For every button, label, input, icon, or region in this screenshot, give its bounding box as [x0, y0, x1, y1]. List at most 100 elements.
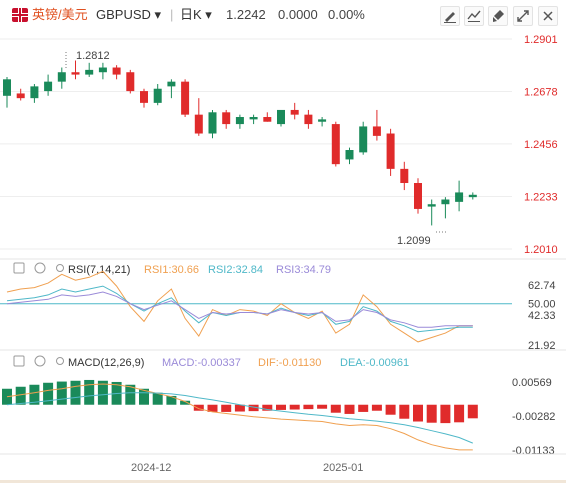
dif-value: DIF:-0.01130	[258, 357, 321, 369]
rsi1-value: RSI1:30.66	[144, 264, 199, 276]
candle	[71, 60, 80, 80]
macd-bar	[330, 404, 341, 413]
candle-body	[57, 72, 66, 82]
last-price: 1.2242	[226, 7, 266, 22]
macd-bar	[193, 404, 204, 411]
candle-body	[3, 79, 11, 96]
candle-body	[181, 81, 190, 115]
candle-body	[44, 81, 53, 92]
macd-bar	[399, 404, 410, 419]
candle	[16, 88, 25, 101]
macd-bar	[166, 395, 177, 405]
macd-bar	[440, 404, 451, 424]
chevron-down-icon: ▾	[154, 7, 162, 22]
candle	[249, 114, 258, 125]
eye-icon[interactable]	[56, 264, 64, 272]
high-label: 1.2812	[76, 50, 110, 62]
price-tick-label: 1.2456	[524, 139, 558, 151]
price-tick-label: 1.2010	[524, 244, 558, 256]
macd-axis: 0.00569 -0.00282 -0.01133	[512, 377, 555, 457]
price-change-pct: 0.00%	[328, 7, 365, 22]
price-axis: 1.2901 1.2678 1.2456 1.2233 1.2010	[524, 34, 558, 256]
pair-name[interactable]: 英镑/美元	[32, 7, 88, 22]
candle-body	[386, 133, 395, 169]
price-tick-label: 1.2233	[524, 191, 558, 203]
collapse-icon[interactable]	[13, 355, 25, 367]
candle-body	[16, 93, 25, 99]
candle	[98, 62, 107, 80]
dea-line	[6, 392, 473, 444]
rsi-tick-label: 42.33	[528, 310, 556, 322]
symbol-label: GBPUSD	[96, 7, 151, 22]
close-icon	[543, 11, 553, 21]
candle-body	[414, 183, 422, 209]
macd-bar	[56, 381, 67, 405]
rsi2-value: RSI2:32.84	[208, 264, 263, 276]
macd-bar	[413, 404, 423, 422]
candle	[263, 112, 272, 122]
candle-body	[318, 119, 327, 122]
price-tick-label: 1.2901	[524, 34, 558, 46]
candle-body	[126, 72, 135, 92]
symbol-selector[interactable]: GBPUSD ▾	[96, 7, 161, 23]
candle-body	[222, 112, 231, 125]
price-tick-label: 1.2678	[524, 87, 558, 99]
macd-bar	[234, 404, 245, 412]
gear-icon[interactable]	[34, 262, 46, 274]
macd-bar	[97, 380, 108, 405]
indicator-button[interactable]	[464, 6, 484, 26]
macd-lines	[6, 383, 473, 451]
macd-bar	[70, 380, 81, 405]
candle	[345, 147, 354, 165]
rsi1-line	[6, 270, 473, 343]
candle-body	[277, 109, 285, 125]
candle	[386, 128, 395, 176]
candle	[194, 98, 203, 136]
candle-body	[30, 86, 39, 99]
close-button[interactable]	[538, 6, 558, 26]
macd-bar	[289, 404, 300, 410]
eye-icon[interactable]	[56, 357, 64, 365]
style-button[interactable]	[488, 6, 508, 26]
price-panel: 1.2901 1.2678 1.2456 1.2233 1.2010 1.2812 1.…	[0, 34, 558, 256]
uk-flag-icon	[12, 8, 28, 22]
candle	[468, 192, 477, 200]
candle	[427, 199, 436, 226]
macd-tick-label: -0.01133	[512, 445, 555, 457]
macd-bar	[344, 404, 355, 414]
macd-bar	[43, 382, 54, 405]
candle-body	[290, 109, 299, 115]
candle	[30, 84, 39, 103]
dif-line	[6, 383, 473, 451]
time-scroll-track[interactable]	[0, 480, 566, 483]
period-selector[interactable]: 日K ▾	[180, 7, 212, 23]
time-label: 2024-12	[131, 462, 171, 474]
macd-bar	[426, 404, 437, 423]
rsi3-line	[6, 291, 473, 328]
collapse-icon[interactable]	[13, 262, 25, 274]
candle	[359, 121, 368, 155]
rsi3-value: RSI3:34.79	[276, 264, 331, 276]
gear-icon[interactable]	[34, 355, 46, 367]
candle-body	[455, 192, 464, 202]
fullscreen-button[interactable]	[513, 6, 533, 26]
macd-bar	[371, 404, 382, 411]
candle	[304, 109, 313, 129]
candle	[441, 197, 450, 219]
rsi-lines	[0, 270, 512, 343]
macd-bar	[317, 404, 328, 409]
macd-bar	[303, 404, 314, 410]
candle-body	[359, 126, 368, 153]
candle	[277, 109, 285, 127]
draw-line-button[interactable]	[440, 6, 460, 26]
macd-bar	[15, 386, 26, 405]
candle	[57, 67, 66, 89]
candle-body	[468, 194, 477, 198]
candle	[140, 88, 148, 108]
kline-chart[interactable]: 1.2901 1.2678 1.2456 1.2233 1.2010 1.2812 1.…	[0, 30, 566, 483]
candle	[372, 109, 381, 141]
candle-body	[372, 126, 381, 136]
expand-icon	[517, 10, 529, 22]
price-change: 0.0000	[278, 7, 318, 22]
